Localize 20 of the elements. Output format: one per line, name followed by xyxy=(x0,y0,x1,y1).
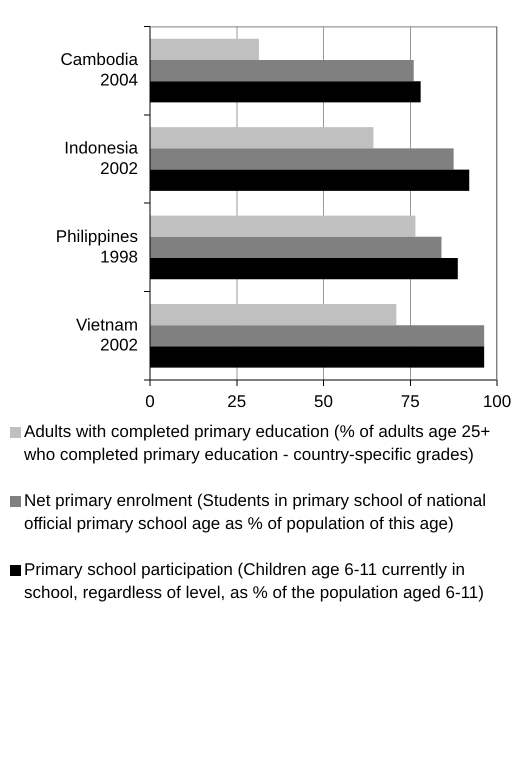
legend-label: Primary school participation (Children age 6-11 currently in school, regardless of level, as % of the population aged 6-11) xyxy=(24,559,485,604)
bar xyxy=(150,148,454,170)
bar xyxy=(150,127,374,148)
x-tick-label: 75 xyxy=(400,392,420,411)
y-tick-label: Philippines 1998 xyxy=(56,226,138,266)
bar xyxy=(150,60,414,82)
bar xyxy=(150,304,396,326)
bar xyxy=(150,216,416,237)
bar xyxy=(150,236,442,258)
x-tick-label: 50 xyxy=(314,392,333,411)
x-tick-label: 25 xyxy=(227,392,246,411)
legend-label: Net primary enrolment (Students in primary school of national official primary school age as % of population of this age) xyxy=(24,490,488,535)
x-tick-label: 0 xyxy=(145,392,155,411)
legend-label: Adults with completed primary education (% of adults age 25+ who completed primary education - country-specific grades) xyxy=(24,421,492,466)
x-tick-label: 100 xyxy=(482,392,512,411)
bar xyxy=(150,325,484,346)
y-tick-label: Indonesia 2002 xyxy=(64,138,139,178)
bar xyxy=(150,38,259,60)
y-tick-label: Vietnam 2002 xyxy=(76,315,138,355)
y-tick-label: Cambodia 2004 xyxy=(60,50,139,90)
